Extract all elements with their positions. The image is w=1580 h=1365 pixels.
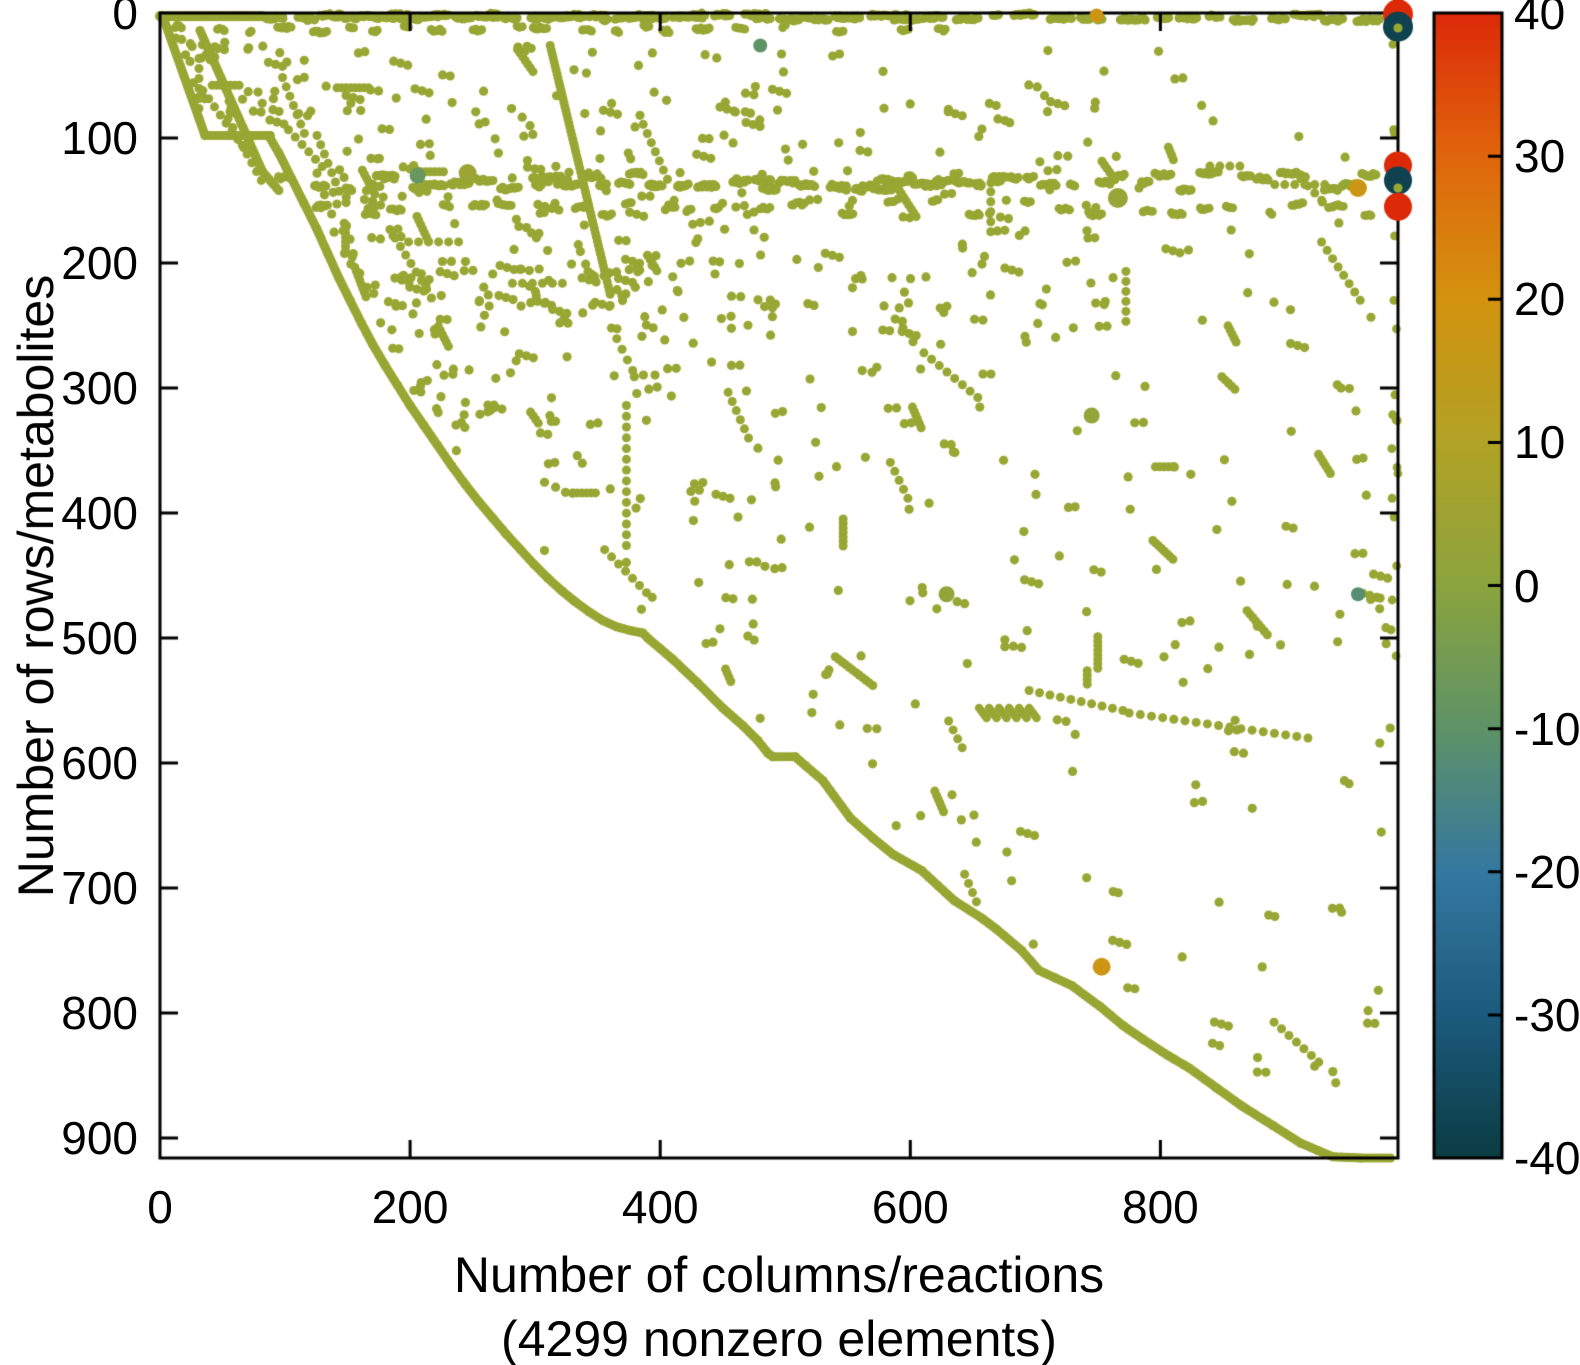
colorbar-tick-label: 40 bbox=[1514, 0, 1566, 39]
y-tick-label: 0 bbox=[112, 0, 138, 39]
x-tick-label: 0 bbox=[147, 1181, 173, 1233]
y-tick-label: 900 bbox=[61, 1112, 138, 1164]
colorbar-tick-label: -40 bbox=[1514, 1132, 1580, 1184]
colorbar-tick-label: 0 bbox=[1514, 559, 1540, 612]
y-tick-label: 400 bbox=[61, 487, 138, 539]
y-tick-label: 600 bbox=[61, 737, 138, 789]
y-tick-label: 100 bbox=[61, 112, 138, 164]
x-axis-label: Number of columns/reactions bbox=[453, 1247, 1105, 1303]
colorbar-tick-label: -20 bbox=[1514, 845, 1580, 898]
x-tick-label: 600 bbox=[871, 1181, 949, 1233]
y-tick-label: 300 bbox=[61, 362, 138, 414]
y-tick-label: 500 bbox=[61, 612, 138, 664]
x-tick-label: 400 bbox=[621, 1181, 699, 1233]
colorbar-tick-label: 30 bbox=[1514, 130, 1566, 183]
colorbar-tick-label: 10 bbox=[1514, 416, 1566, 469]
colorbar-tick-label: -10 bbox=[1514, 702, 1580, 755]
colorbar-tick-label: -30 bbox=[1514, 988, 1580, 1041]
x-tick-label: 200 bbox=[371, 1181, 449, 1233]
y-tick-label: 800 bbox=[61, 987, 138, 1039]
y-tick-label: 200 bbox=[61, 237, 138, 289]
x-axis-note: (4299 nonzero elements) bbox=[501, 1311, 1057, 1365]
y-tick-label: 700 bbox=[61, 862, 138, 914]
colorbar-tick-label: 20 bbox=[1514, 273, 1566, 326]
x-tick-label: 800 bbox=[1122, 1181, 1199, 1233]
